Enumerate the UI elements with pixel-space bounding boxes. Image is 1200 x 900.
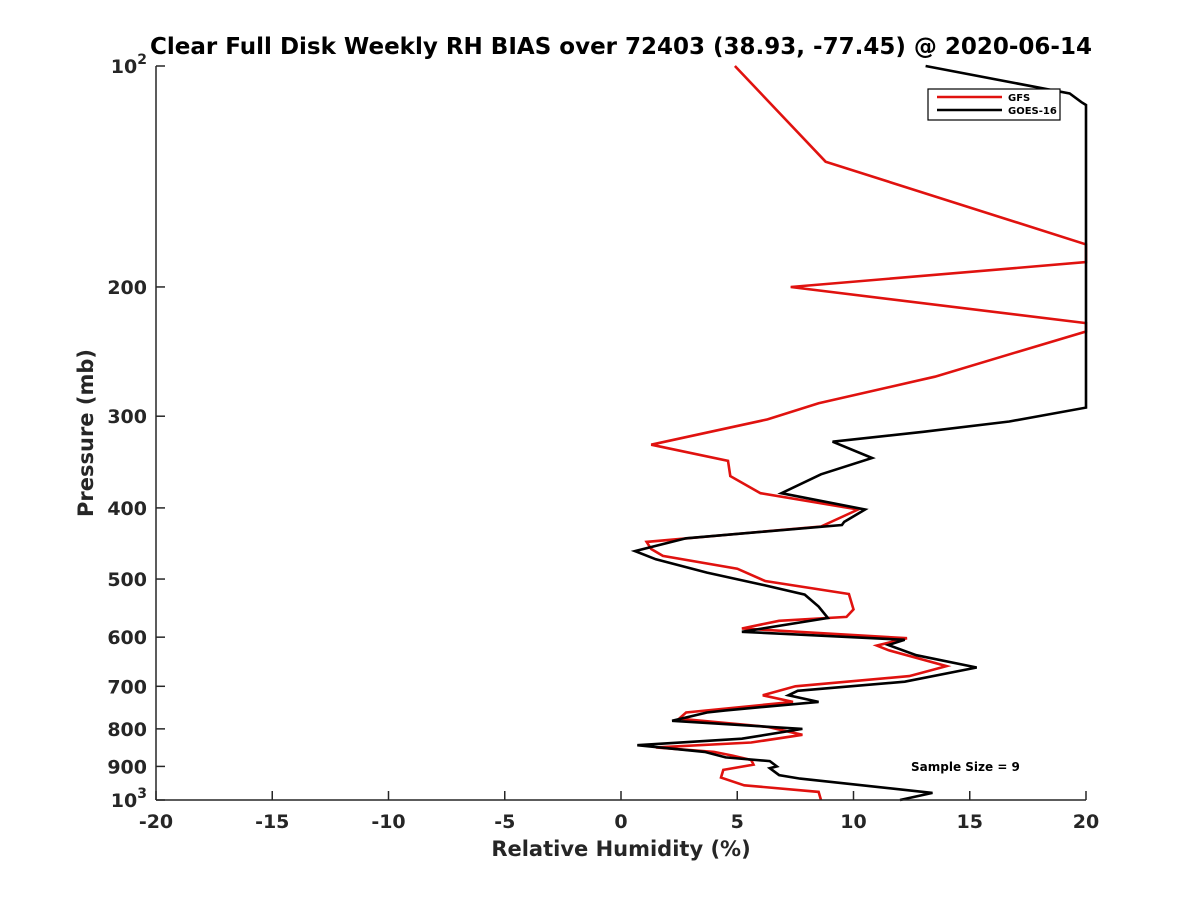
sample-size-annotation: Sample Size = 9 [911, 760, 1020, 774]
series-line-gfs [644, 65, 1088, 801]
y-tick-label: 200 [107, 277, 147, 299]
legend-label-gfs: GFS [1008, 93, 1030, 104]
x-tick-label: 10 [840, 811, 866, 833]
x-axis-label: Relative Humidity (%) [491, 837, 750, 861]
y-tick-label: 300 [107, 406, 147, 428]
y-axis-ticks: 102 200 300 400 500 600 700 800 900 103 [107, 52, 165, 812]
x-tick-label: 15 [957, 811, 983, 833]
y-tick-label: 400 [107, 498, 147, 520]
x-tick-label: 5 [731, 811, 744, 833]
y-tick-label: 800 [107, 719, 147, 741]
legend-box [927, 88, 1061, 121]
legend: GFS GOES-16 [927, 88, 1061, 121]
legend-label-goes16: GOES-16 [1008, 106, 1057, 117]
x-axis-ticks: -20 -15 -10 -5 0 5 10 15 20 [139, 791, 1099, 833]
series-group [630, 64, 1088, 802]
y-tick-label: 600 [107, 627, 147, 649]
x-tick-label: 20 [1073, 811, 1099, 833]
x-tick-label: -15 [255, 811, 289, 833]
y-tick-label: 102 [111, 52, 147, 78]
x-tick-label: -5 [494, 811, 515, 833]
x-tick-label: -20 [139, 811, 173, 833]
y-tick-label: 700 [107, 676, 147, 698]
x-tick-label: -10 [371, 811, 405, 833]
y-tick-label: 900 [107, 756, 147, 778]
y-axis-label: Pressure (mb) [74, 349, 98, 517]
series-line-goes16 [630, 64, 1088, 802]
chart-title: Clear Full Disk Weekly RH BIAS over 7240… [150, 34, 1092, 60]
x-tick-label: 0 [614, 811, 627, 833]
y-tick-label: 103 [111, 786, 147, 812]
y-tick-label: 500 [107, 569, 147, 591]
